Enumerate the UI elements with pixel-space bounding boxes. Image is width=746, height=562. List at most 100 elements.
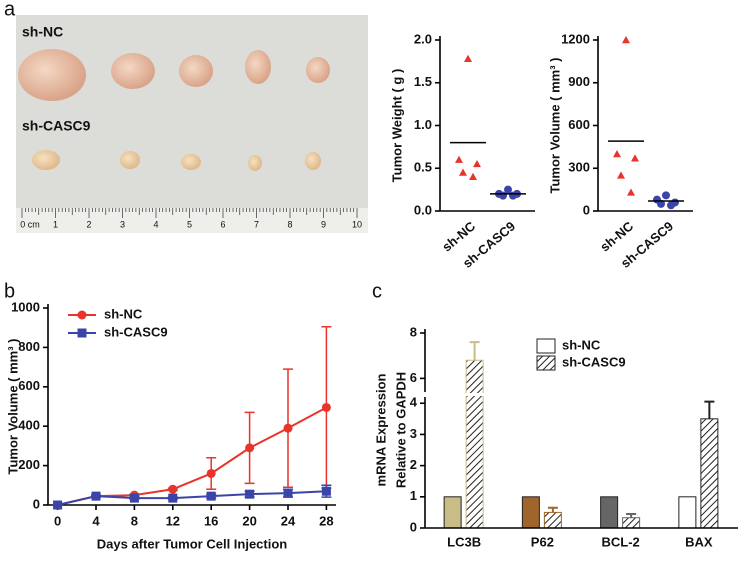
- point: [459, 168, 467, 176]
- bar: [700, 418, 719, 529]
- ruler-label: 1: [53, 219, 58, 229]
- ruler-ticks: 0 cm 1 2 3 4 5 6 7 8 9 10: [20, 208, 362, 229]
- point: [504, 185, 512, 194]
- y-tick-label: 600: [18, 378, 40, 393]
- y-tick-label: 800: [18, 339, 40, 354]
- panel-label: b: [4, 280, 15, 302]
- point: [91, 491, 101, 501]
- x-tick-label: 20: [242, 513, 256, 528]
- point: [206, 468, 216, 478]
- y-tick-label: 200: [18, 457, 40, 472]
- series-line: [57, 490, 327, 506]
- legend-swatch: [536, 355, 556, 371]
- tumor: [306, 57, 330, 83]
- point: [245, 489, 255, 499]
- axis-break: [419, 393, 738, 396]
- point: [613, 150, 621, 158]
- y-tick-label: 0: [583, 202, 590, 217]
- ruler-label: 5: [187, 219, 192, 229]
- photo-label: sh-CASC9: [22, 118, 91, 134]
- y-axis-title: mRNA Expression: [373, 373, 388, 486]
- y-tick-label: 2.0: [414, 31, 432, 46]
- y-tick-label: 400: [18, 418, 40, 433]
- x-tick-label: 28: [319, 513, 333, 528]
- point: [206, 491, 216, 501]
- y-axis-title: Tumor Volume ( mm³ ): [5, 338, 20, 474]
- photo: 0 cm 1 2 3 4 5 6 7 8 9 10 sh-NC sh-CASC9: [16, 15, 368, 233]
- bar: [521, 496, 540, 529]
- ruler-label: 2: [86, 219, 91, 229]
- x-tick-label: 24: [281, 513, 296, 528]
- y-tick-label: 900: [568, 74, 590, 89]
- point: [77, 310, 87, 320]
- y-tick-label: 0.5: [414, 160, 432, 175]
- y-tick-label: 0: [33, 496, 40, 511]
- point: [283, 488, 293, 498]
- point: [129, 493, 139, 503]
- x-axis-title: Days after Tumor Cell Injection: [97, 536, 288, 551]
- ruler-label: 8: [287, 219, 292, 229]
- bar: [622, 517, 641, 529]
- point: [509, 191, 517, 200]
- tumor: [32, 150, 60, 170]
- legend-label: sh-NC: [104, 306, 143, 321]
- y-tick-label: 600: [568, 117, 590, 132]
- point: [283, 423, 293, 433]
- y-axis-title: Tumor Weight ( g ): [389, 69, 404, 183]
- y-tick-label: 4: [410, 395, 418, 410]
- point: [464, 54, 472, 63]
- point: [667, 201, 675, 210]
- point: [469, 172, 477, 180]
- legend-label: sh-NC: [562, 337, 601, 352]
- point: [321, 486, 331, 496]
- x-tick-label: BCL-2: [601, 534, 639, 549]
- point: [499, 191, 507, 200]
- y-tick-label: 300: [568, 160, 590, 175]
- ruler-label: 4: [153, 219, 158, 229]
- legend-label: sh-CASC9: [562, 354, 626, 369]
- point: [627, 188, 635, 196]
- point: [631, 154, 639, 162]
- point: [77, 328, 87, 338]
- error-bar: [547, 506, 558, 513]
- y-tick-label: 0.0: [414, 202, 432, 217]
- error-bar: [469, 341, 480, 361]
- legend-label: sh-CASC9: [104, 324, 168, 339]
- ruler-label: 0 cm: [20, 219, 40, 229]
- panel-label: c: [372, 280, 382, 302]
- bar: [600, 496, 619, 529]
- error-bar: [626, 512, 637, 518]
- point: [245, 443, 255, 453]
- point: [168, 484, 178, 494]
- x-tick-label: LC3B: [447, 534, 481, 549]
- tumor: [111, 53, 155, 89]
- ruler: [16, 208, 368, 233]
- x-tick-label: P62: [531, 534, 554, 549]
- error-bar: [704, 400, 715, 419]
- x-tick-label: 4: [92, 513, 100, 528]
- ruler-label: 10: [352, 219, 362, 229]
- bar: [443, 496, 462, 529]
- tumor: [305, 152, 321, 170]
- y-tick-label: 2: [410, 457, 417, 472]
- ruler-label: 7: [254, 219, 259, 229]
- point: [622, 36, 630, 44]
- y-tick-label: 1.5: [414, 74, 432, 89]
- point: [321, 402, 331, 412]
- x-tick-label: BAX: [685, 534, 713, 549]
- tumor: [248, 155, 262, 171]
- tumor: [181, 154, 201, 170]
- y-tick-label: 1200: [561, 31, 590, 46]
- y-tick-label: 8: [410, 324, 417, 339]
- panel-label: a: [4, 0, 16, 20]
- ruler-label: 6: [220, 219, 225, 229]
- y-tick-label: 1.0: [414, 117, 432, 132]
- y-axis-title: Tumor Volume ( mm³ ): [547, 57, 562, 193]
- tumor: [18, 49, 86, 101]
- tumor: [120, 151, 140, 169]
- ruler-label: 3: [120, 219, 125, 229]
- photo-label: sh-NC: [22, 24, 63, 40]
- point: [53, 500, 63, 510]
- bar: [465, 359, 484, 529]
